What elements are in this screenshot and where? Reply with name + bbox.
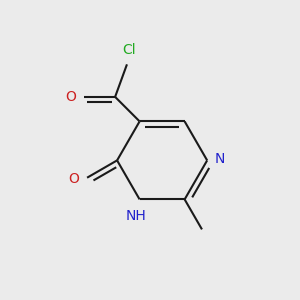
Text: Cl: Cl xyxy=(122,44,136,57)
Text: N: N xyxy=(215,152,225,166)
Text: NH: NH xyxy=(126,209,146,223)
Text: O: O xyxy=(65,90,76,104)
Text: O: O xyxy=(69,172,80,186)
